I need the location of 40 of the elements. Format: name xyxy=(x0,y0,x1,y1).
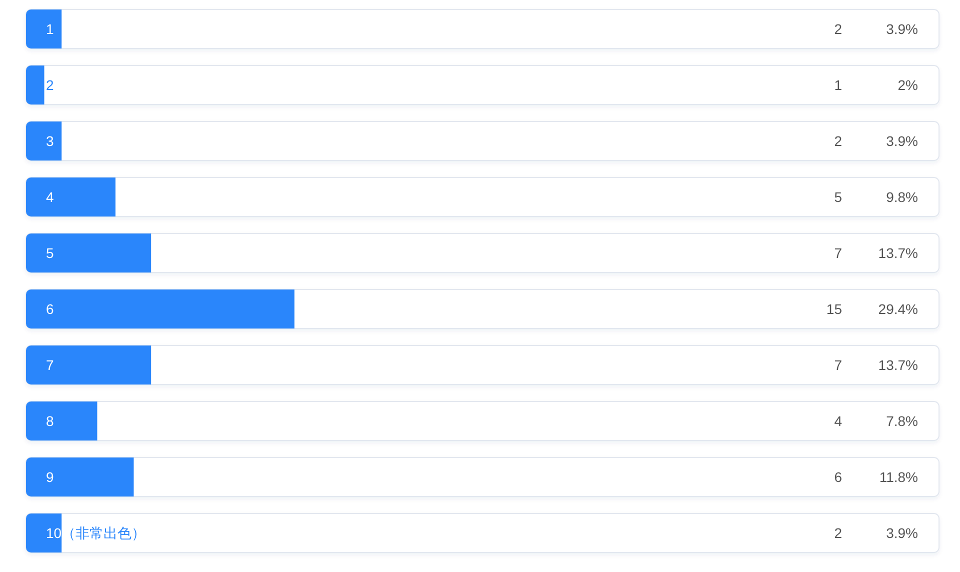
y-tick-label: 9 xyxy=(46,469,54,485)
y-tick-label: 2 xyxy=(46,77,54,93)
annotation: 15 xyxy=(826,301,842,317)
bar xyxy=(26,290,294,328)
annotation: 2 xyxy=(834,21,842,37)
y-tick-label: 5 xyxy=(46,245,54,261)
data-label: 13.7% xyxy=(878,357,918,373)
y-tick-label: 10（非常出色） xyxy=(46,525,146,541)
data-label: 3.9% xyxy=(886,21,918,37)
data-label: 3.9% xyxy=(886,133,918,149)
data-label: 11.8% xyxy=(879,469,918,485)
bar xyxy=(26,458,134,496)
data-label: 3.9% xyxy=(886,525,918,541)
bar xyxy=(26,234,152,272)
data-label: 2% xyxy=(898,77,918,93)
annotation: 1 xyxy=(834,77,842,93)
bar xyxy=(26,346,152,384)
bar xyxy=(26,66,44,104)
bar xyxy=(26,178,116,216)
annotation: 6 xyxy=(834,469,842,485)
annotation: 7 xyxy=(834,357,842,373)
annotation: 5 xyxy=(834,189,842,205)
y-tick-label: 8 xyxy=(46,413,54,429)
y-tick-label: 1 xyxy=(46,21,54,37)
data-label: 7.8% xyxy=(886,413,918,429)
y-tick-label: 4 xyxy=(46,189,54,205)
bar xyxy=(26,10,62,48)
annotation: 4 xyxy=(834,413,842,429)
bar xyxy=(26,122,62,160)
data-label: 29.4% xyxy=(878,301,918,317)
annotation: 7 xyxy=(834,245,842,261)
data-label: 13.7% xyxy=(878,245,918,261)
annotation: 2 xyxy=(834,525,842,541)
bar xyxy=(26,514,62,552)
bar xyxy=(26,402,98,440)
y-tick-label: 3 xyxy=(46,133,54,149)
y-tick-label: 6 xyxy=(46,301,54,317)
data-label: 9.8% xyxy=(886,189,918,205)
y-tick-label: 7 xyxy=(46,357,54,373)
annotation: 2 xyxy=(834,133,842,149)
